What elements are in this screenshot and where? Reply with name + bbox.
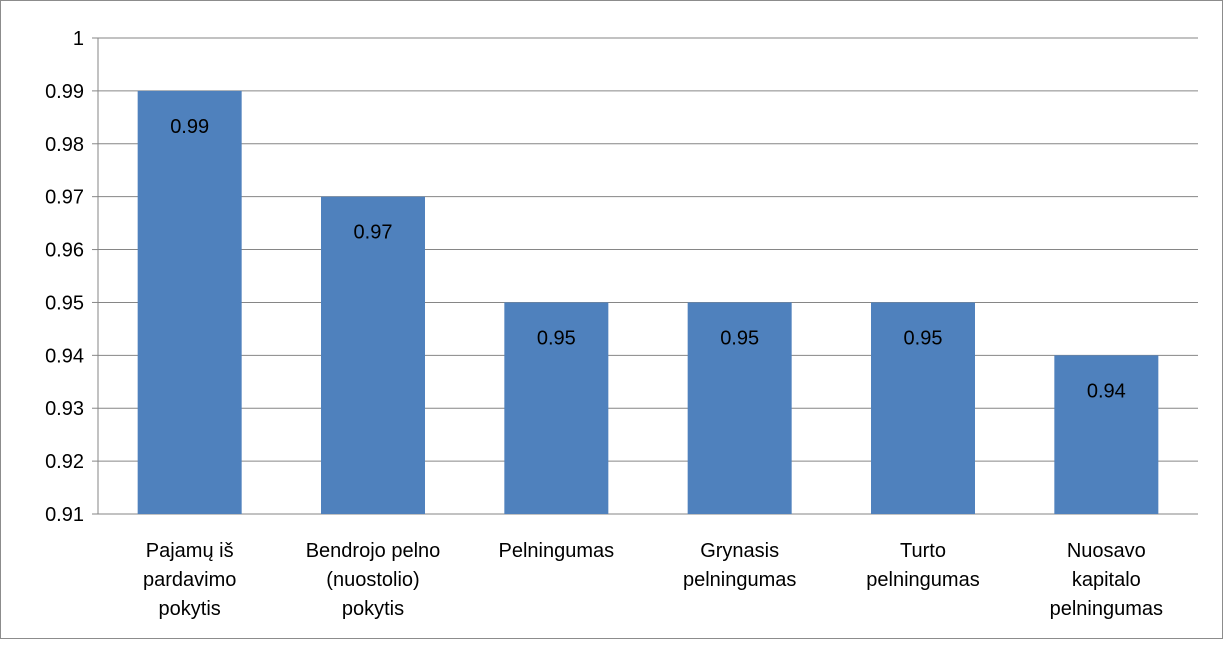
y-tick-label: 0.98 xyxy=(45,134,84,156)
x-category-label-line: Pelningumas xyxy=(499,540,615,562)
x-category-label: Pajamų iš pardavimo pokytis xyxy=(143,540,236,620)
axes xyxy=(92,37,1198,515)
bar xyxy=(687,302,792,514)
x-category-label-line: pelningumas xyxy=(866,569,979,591)
x-category-label-line: Bendrojo pelno xyxy=(306,540,441,562)
grid-lines xyxy=(98,37,1198,515)
data-label: 0.94 xyxy=(1087,380,1126,402)
x-category-label-line: pokytis xyxy=(342,598,404,620)
x-category-label: Nuosavo kapitalo pelningumas xyxy=(1050,540,1163,620)
y-tick-label: 0.91 xyxy=(45,504,84,526)
data-label: 0.95 xyxy=(904,327,943,349)
x-category-label-line: Nuosavo xyxy=(1067,540,1146,562)
bar xyxy=(1054,355,1159,514)
x-category-label-line: (nuostolio) xyxy=(326,569,419,591)
y-tick-label: 1 xyxy=(73,28,84,50)
y-tick-label: 0.99 xyxy=(45,81,84,103)
y-tick-label: 0.94 xyxy=(45,345,84,367)
x-category-label-line: pardavimo xyxy=(143,569,236,591)
y-tick-label: 0.95 xyxy=(45,292,84,314)
x-category-label-line: Grynasis xyxy=(700,540,779,562)
y-tick-label: 0.92 xyxy=(45,451,84,473)
x-category-label: Pelningumas xyxy=(499,540,615,562)
x-category-labels: Pajamų iš pardavimo pokytis Bendrojo pelno (… xyxy=(143,540,1163,620)
bar xyxy=(321,196,425,514)
y-tick-label: 0.97 xyxy=(45,187,84,209)
bars xyxy=(137,90,1159,514)
x-category-label-line: pokytis xyxy=(159,598,221,620)
x-category-label: Grynasis pelningumas xyxy=(683,540,796,591)
data-label: 0.97 xyxy=(354,222,393,244)
x-category-label-line: Turto xyxy=(900,540,946,562)
data-label: 0.95 xyxy=(537,327,576,349)
bar xyxy=(504,302,609,514)
bar xyxy=(137,90,242,514)
bar xyxy=(871,302,975,514)
data-label: 0.95 xyxy=(720,327,759,349)
x-category-label: Bendrojo pelno (nuostolio) pokytis xyxy=(306,540,441,620)
y-tick-labels: 0.91 0.92 0.93 0.94 0.95 0.96 0.97 0.98 0.99 1 xyxy=(45,28,84,526)
x-category-label-line: pelningumas xyxy=(1050,598,1163,620)
y-tick-label: 0.96 xyxy=(45,240,84,262)
y-tick-label: 0.93 xyxy=(45,398,84,420)
x-category-label-line: Pajamų iš xyxy=(146,540,234,562)
data-label: 0.99 xyxy=(170,116,209,138)
x-category-label: Turto pelningumas xyxy=(866,540,979,591)
data-labels: 0.99 0.97 0.95 0.95 0.95 0.94 xyxy=(170,116,1126,402)
x-category-label-line: kapitalo xyxy=(1072,569,1141,591)
x-category-label-line: pelningumas xyxy=(683,569,796,591)
